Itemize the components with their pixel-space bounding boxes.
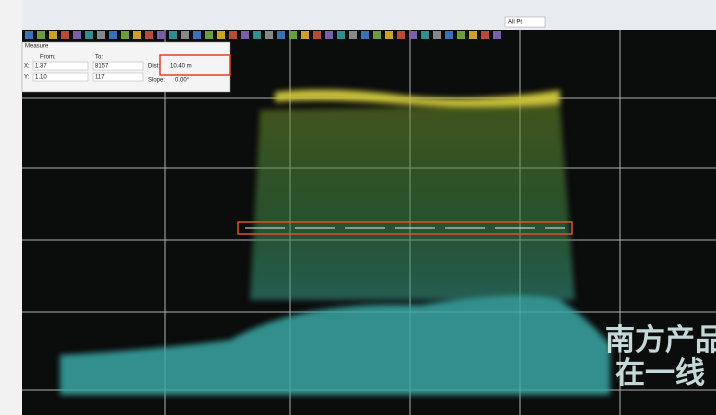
- tool-icon[interactable]: [385, 31, 393, 39]
- value: 1.37: [35, 64, 47, 70]
- tool-icon[interactable]: [277, 31, 285, 39]
- tool-icon[interactable]: [217, 31, 225, 39]
- tool-icon[interactable]: [457, 31, 465, 39]
- tool-icon[interactable]: [85, 31, 93, 39]
- tool-icon[interactable]: [121, 31, 129, 39]
- tool-icon[interactable]: [481, 31, 489, 39]
- tool-icon[interactable]: [421, 31, 429, 39]
- measure-panel: Measure From: To: X: Y: 1.37 8157 1.10 1…: [22, 42, 230, 92]
- value: 117: [95, 75, 105, 81]
- tool-icon[interactable]: [157, 31, 165, 39]
- value: 0.00°: [175, 78, 190, 84]
- tool-icon[interactable]: [337, 31, 345, 39]
- tool-icon[interactable]: [109, 31, 117, 39]
- tool-icon[interactable]: [133, 31, 141, 39]
- tool-icon[interactable]: [229, 31, 237, 39]
- tool-icon[interactable]: [73, 31, 81, 39]
- tool-icon[interactable]: [301, 31, 309, 39]
- label: Y:: [24, 75, 30, 81]
- tool-icon[interactable]: [97, 31, 105, 39]
- watermark: 南方产品: [605, 323, 716, 358]
- tool-icon[interactable]: [397, 31, 405, 39]
- tool-icon[interactable]: [313, 31, 321, 39]
- tool-icon[interactable]: [361, 31, 369, 39]
- screen: All Pt Measure From: To: X: Y: 1.37 8157…: [0, 0, 716, 415]
- tool-icon[interactable]: [205, 31, 213, 39]
- watermark: 在一线: [615, 356, 705, 391]
- tool-icon[interactable]: [25, 31, 33, 39]
- tool-icon[interactable]: [49, 31, 57, 39]
- tool-icon[interactable]: [61, 31, 69, 39]
- tool-icon[interactable]: [169, 31, 177, 39]
- label: To:: [95, 55, 103, 61]
- tool-icon[interactable]: [181, 31, 189, 39]
- tool-icon[interactable]: [349, 31, 357, 39]
- tool-icon[interactable]: [493, 31, 501, 39]
- view-label: All Pt: [508, 20, 522, 26]
- tool-icon[interactable]: [433, 31, 441, 39]
- tool-icon[interactable]: [469, 31, 477, 39]
- label: Dist:: [148, 64, 160, 70]
- label: From:: [40, 55, 56, 61]
- tool-icon[interactable]: [445, 31, 453, 39]
- tool-icon[interactable]: [145, 31, 153, 39]
- trees: [250, 105, 575, 300]
- label: Slope:: [148, 78, 165, 84]
- tool-icon[interactable]: [253, 31, 261, 39]
- tool-icon[interactable]: [265, 31, 273, 39]
- tool-icon[interactable]: [241, 31, 249, 39]
- tool-icon[interactable]: [289, 31, 297, 39]
- page: All Pt Measure From: To: X: Y: 1.37 8157…: [0, 0, 716, 415]
- tool-icon[interactable]: [409, 31, 417, 39]
- value: 1.10: [35, 75, 47, 81]
- value: 8157: [95, 64, 109, 70]
- tool-icon[interactable]: [193, 31, 201, 39]
- tool-icon[interactable]: [37, 31, 45, 39]
- panel-title: Measure: [25, 44, 49, 50]
- value: 10.40 m: [170, 64, 192, 70]
- label: X:: [24, 64, 30, 70]
- tool-icon[interactable]: [325, 31, 333, 39]
- tool-icon[interactable]: [373, 31, 381, 39]
- toolbar: [22, 0, 716, 30]
